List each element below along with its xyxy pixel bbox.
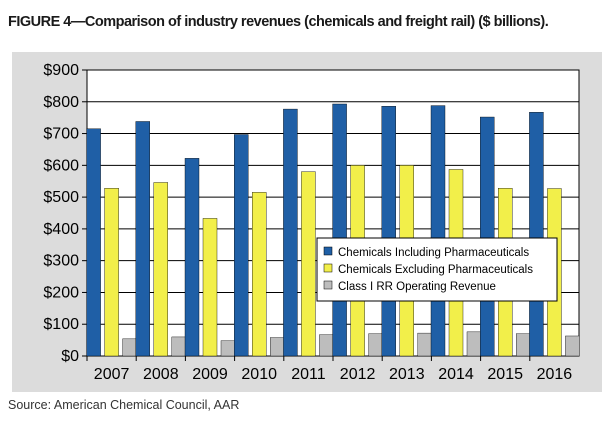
y-tick-label: $300 [43,253,79,270]
y-tick-label: $900 [43,62,79,79]
x-tick-label: 2010 [241,366,277,383]
x-tick-label: 2012 [340,366,376,383]
y-tick-label: $200 [43,284,79,301]
bar-1 [529,112,544,357]
y-tick-label: $700 [43,126,79,143]
bar-1 [381,106,396,357]
bar-3 [319,334,334,357]
x-tick-label: 2013 [389,366,425,383]
bar-3 [417,332,432,357]
legend-box [316,237,558,302]
y-tick-label: $100 [43,316,79,333]
bar-chart: $0 $100 $200 $300 $400 $500 $600 $700 $800 $900 20… [43,62,580,383]
bar-1 [283,108,298,357]
y-tick-label: $400 [43,221,79,238]
bar-1 [135,121,151,357]
bar-1 [86,128,101,357]
bar-3 [368,333,383,357]
chart-panel: $0 $100 $200 $300 $400 $500 $600 $700 $800 $900 20… [12,52,602,392]
x-tick-label: 2008 [143,366,179,383]
y-tick-label: $500 [43,189,79,206]
bar-3 [220,340,236,357]
legend-label: Chemicals Excluding Pharmaceuticals [338,264,533,276]
legend-swatch [323,263,333,273]
bar-3 [565,335,580,357]
legend-swatch [323,280,333,290]
bar-2 [251,192,267,357]
y-tick-label: $800 [43,94,79,111]
bar-2 [202,218,218,357]
x-tick-label: 2009 [192,366,228,383]
bar-3 [516,333,531,357]
y-tick-label: $600 [43,157,79,174]
x-tick-label: 2015 [487,366,523,383]
x-tick-label: 2014 [438,366,474,383]
bar-2 [153,182,169,357]
bar-1 [480,116,495,357]
bar-3 [122,338,137,357]
bar-2 [104,188,119,357]
bar-1 [332,103,347,357]
bar-1 [233,134,249,357]
bar-1 [430,105,446,357]
x-tick-label: 2011 [291,366,326,383]
legend-swatch [323,246,333,256]
bar-3 [466,331,482,357]
y-tick-label: $0 [61,348,79,365]
bar-1 [184,158,200,357]
x-tick-label: 2007 [94,366,130,383]
source-note: Source: American Chemical Council, AAR [8,398,240,412]
bar-3 [171,336,187,357]
bar-3 [270,337,285,357]
legend-label: Chemicals Including Pharmaceuticals [338,247,529,259]
x-tick-label: 2016 [537,366,573,383]
bar-2 [301,171,316,357]
legend-label: Class I RR Operating Revenue [338,281,496,293]
figure-title: FIGURE 4—Comparison of industry revenues… [8,14,549,30]
